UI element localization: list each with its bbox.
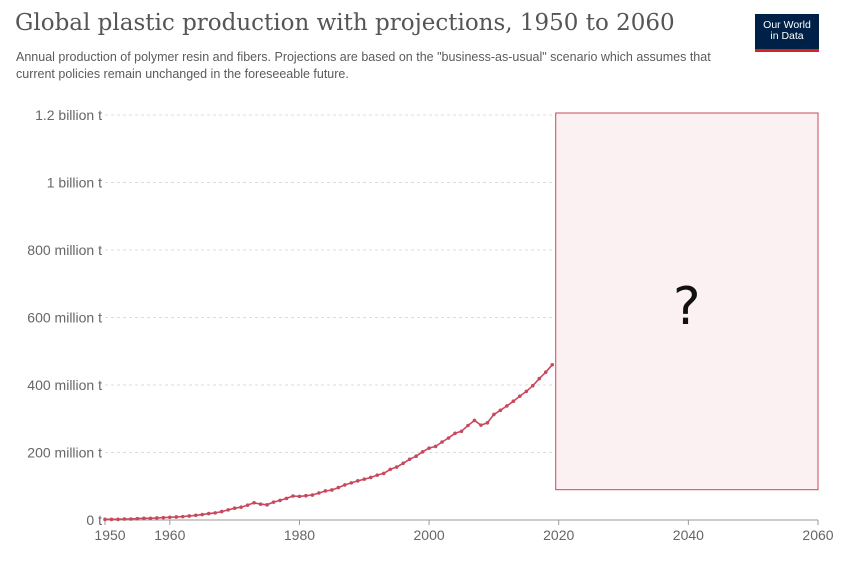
data-point[interactable] <box>459 429 464 434</box>
data-point[interactable] <box>368 475 373 480</box>
data-point[interactable] <box>446 436 451 440</box>
data-point[interactable] <box>187 514 192 518</box>
owid-logo[interactable]: Our World in Data <box>755 14 819 52</box>
data-point[interactable] <box>375 473 380 477</box>
data-point[interactable] <box>213 511 217 515</box>
data-point[interactable] <box>304 493 308 498</box>
logo-line-2: in Data <box>770 30 804 42</box>
data-point[interactable] <box>440 440 444 444</box>
data-point[interactable] <box>330 488 334 492</box>
data-point[interactable] <box>498 408 503 413</box>
data-point[interactable] <box>310 493 315 497</box>
data-point[interactable] <box>232 506 237 510</box>
data-point[interactable] <box>278 498 282 503</box>
data-point[interactable] <box>155 516 159 520</box>
data-point[interactable] <box>362 477 367 481</box>
data-point[interactable] <box>453 431 457 436</box>
data-point[interactable] <box>381 471 386 476</box>
data-point[interactable] <box>116 517 120 522</box>
y-tick-label: 1 billion t <box>47 175 102 191</box>
data-point[interactable] <box>252 500 256 505</box>
data-point[interactable] <box>168 515 172 520</box>
data-point[interactable] <box>407 457 412 462</box>
data-point[interactable] <box>129 517 133 521</box>
series-layer <box>103 362 555 522</box>
series-line <box>105 364 553 521</box>
data-point[interactable] <box>550 362 555 367</box>
data-point[interactable] <box>122 517 127 521</box>
hidden-projection-box <box>555 112 819 491</box>
data-point[interactable] <box>401 461 405 466</box>
data-point[interactable] <box>531 383 535 388</box>
data-point[interactable] <box>518 394 522 398</box>
x-tick-label: 1960 <box>154 527 185 543</box>
data-point[interactable] <box>433 444 438 449</box>
x-tick-label: 2060 <box>802 527 833 543</box>
data-point[interactable] <box>135 516 140 521</box>
data-point[interactable] <box>511 399 516 404</box>
data-point[interactable] <box>284 496 289 501</box>
data-point[interactable] <box>420 450 425 454</box>
data-point[interactable] <box>479 423 483 427</box>
data-point[interactable] <box>180 514 185 519</box>
data-point[interactable] <box>343 483 347 487</box>
data-point[interactable] <box>174 515 179 519</box>
data-point[interactable] <box>109 517 114 522</box>
x-tick-label: 2040 <box>673 527 704 543</box>
y-tick-label: 800 million t <box>27 242 102 258</box>
data-point[interactable] <box>485 421 490 425</box>
data-point[interactable] <box>142 516 146 521</box>
data-point[interactable] <box>323 489 328 493</box>
x-tick-label: 2020 <box>543 527 574 543</box>
data-point[interactable] <box>472 418 477 423</box>
data-point[interactable] <box>219 509 224 514</box>
data-point[interactable] <box>200 512 205 517</box>
data-point[interactable] <box>148 516 153 521</box>
x-axis-ticks: 1950 1960 1980 2000 2020 2040 2060 <box>94 520 834 543</box>
data-point[interactable] <box>505 404 509 408</box>
data-point[interactable] <box>394 465 399 469</box>
y-tick-label: 0 t <box>86 512 102 528</box>
projection-overlay: ? <box>555 112 819 491</box>
data-point[interactable] <box>258 502 263 506</box>
x-tick-label: 1980 <box>284 527 315 543</box>
data-point[interactable] <box>537 376 542 381</box>
logo-line-1: Our World <box>763 19 811 31</box>
data-point[interactable] <box>543 370 548 374</box>
data-point[interactable] <box>524 389 529 394</box>
data-point[interactable] <box>265 503 269 507</box>
chart-subtitle: Annual production of polymer resin and f… <box>16 50 711 81</box>
data-point[interactable] <box>226 508 230 512</box>
data-point[interactable] <box>355 479 360 483</box>
data-point[interactable] <box>492 412 496 417</box>
data-point[interactable] <box>206 511 211 516</box>
y-axis-ticks: 0 t 200 million t 400 million t 600 million… <box>27 107 102 528</box>
chart-title: Global plastic production with projectio… <box>15 10 675 36</box>
data-point[interactable] <box>297 494 302 499</box>
data-point[interactable] <box>466 423 470 428</box>
data-point[interactable] <box>427 446 431 450</box>
data-point[interactable] <box>317 491 321 495</box>
data-point[interactable] <box>103 517 107 522</box>
data-point[interactable] <box>414 454 418 459</box>
data-point[interactable] <box>349 481 354 485</box>
data-point[interactable] <box>388 467 393 472</box>
data-point[interactable] <box>193 513 198 518</box>
question-mark: ? <box>673 277 701 337</box>
data-point[interactable] <box>239 505 243 509</box>
x-tick-label: 1950 <box>94 527 125 543</box>
y-tick-label: 200 million t <box>27 445 102 461</box>
data-point[interactable] <box>245 503 250 507</box>
x-tick-label: 2000 <box>414 527 445 543</box>
data-point[interactable] <box>161 515 166 520</box>
y-tick-label: 600 million t <box>27 310 102 326</box>
y-tick-label: 1.2 billion t <box>35 107 102 123</box>
data-point[interactable] <box>336 485 341 490</box>
data-point[interactable] <box>291 494 295 498</box>
data-point[interactable] <box>271 500 276 504</box>
y-tick-label: 400 million t <box>27 377 102 393</box>
